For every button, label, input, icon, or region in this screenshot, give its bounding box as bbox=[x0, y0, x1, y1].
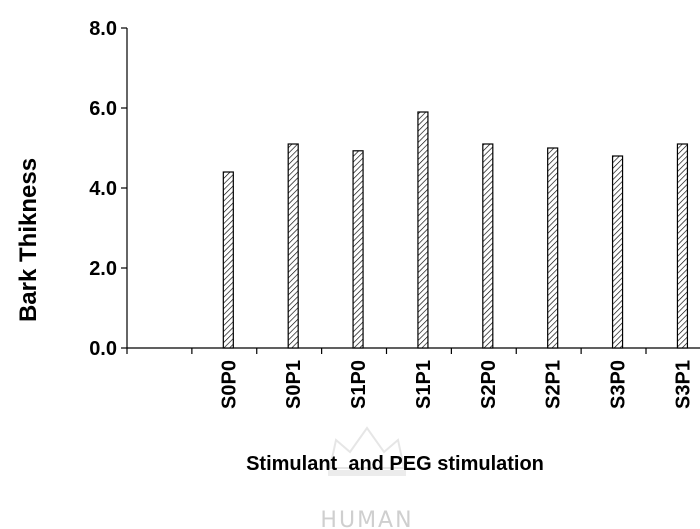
y-tick-label: 2.0 bbox=[89, 258, 117, 280]
x-axis-title: Stimulant and PEG stimulation bbox=[246, 453, 544, 475]
x-tick-label: S0P1 bbox=[283, 360, 305, 409]
x-tick-label: S3P1 bbox=[672, 360, 694, 409]
y-axis-ticks: 0.0 2.0 4.0 6.0 8.0 bbox=[89, 18, 127, 360]
watermark-text: HUMAN bbox=[320, 508, 413, 529]
bar-s0p1 bbox=[287, 143, 299, 349]
x-axis-ticks bbox=[126, 348, 647, 354]
bar-s1p1 bbox=[417, 111, 429, 349]
x-tick-label: S1P1 bbox=[413, 360, 435, 409]
bar-s0p0 bbox=[222, 171, 234, 349]
x-tick-label: S3P0 bbox=[608, 360, 630, 409]
y-axis-title: Bark Thikness bbox=[15, 158, 42, 322]
x-tick-label: S2P1 bbox=[543, 360, 565, 409]
x-tick-label: S0P0 bbox=[218, 360, 240, 409]
bar-s1p0 bbox=[352, 150, 364, 349]
x-tick-label: S2P0 bbox=[478, 360, 500, 409]
bar-s2p1 bbox=[547, 147, 559, 349]
crown-watermark-icon bbox=[328, 426, 406, 476]
watermark: HUMAN bbox=[320, 426, 413, 529]
x-tick-label: S1P0 bbox=[348, 360, 370, 409]
y-tick-label: 0.0 bbox=[89, 338, 117, 360]
bars-group bbox=[222, 111, 689, 349]
bar-s2p0 bbox=[482, 143, 494, 349]
y-tick-label: 8.0 bbox=[89, 18, 117, 40]
y-tick-label: 6.0 bbox=[89, 98, 117, 120]
y-tick-label: 4.0 bbox=[89, 178, 117, 200]
bar-s3p1 bbox=[676, 143, 689, 349]
bar-s3p0 bbox=[611, 155, 624, 349]
x-axis-tick-labels: S0P0 S0P1 S1P0 S1P1 S2P0 S2P1 S3P0 S3P1 bbox=[218, 360, 694, 409]
